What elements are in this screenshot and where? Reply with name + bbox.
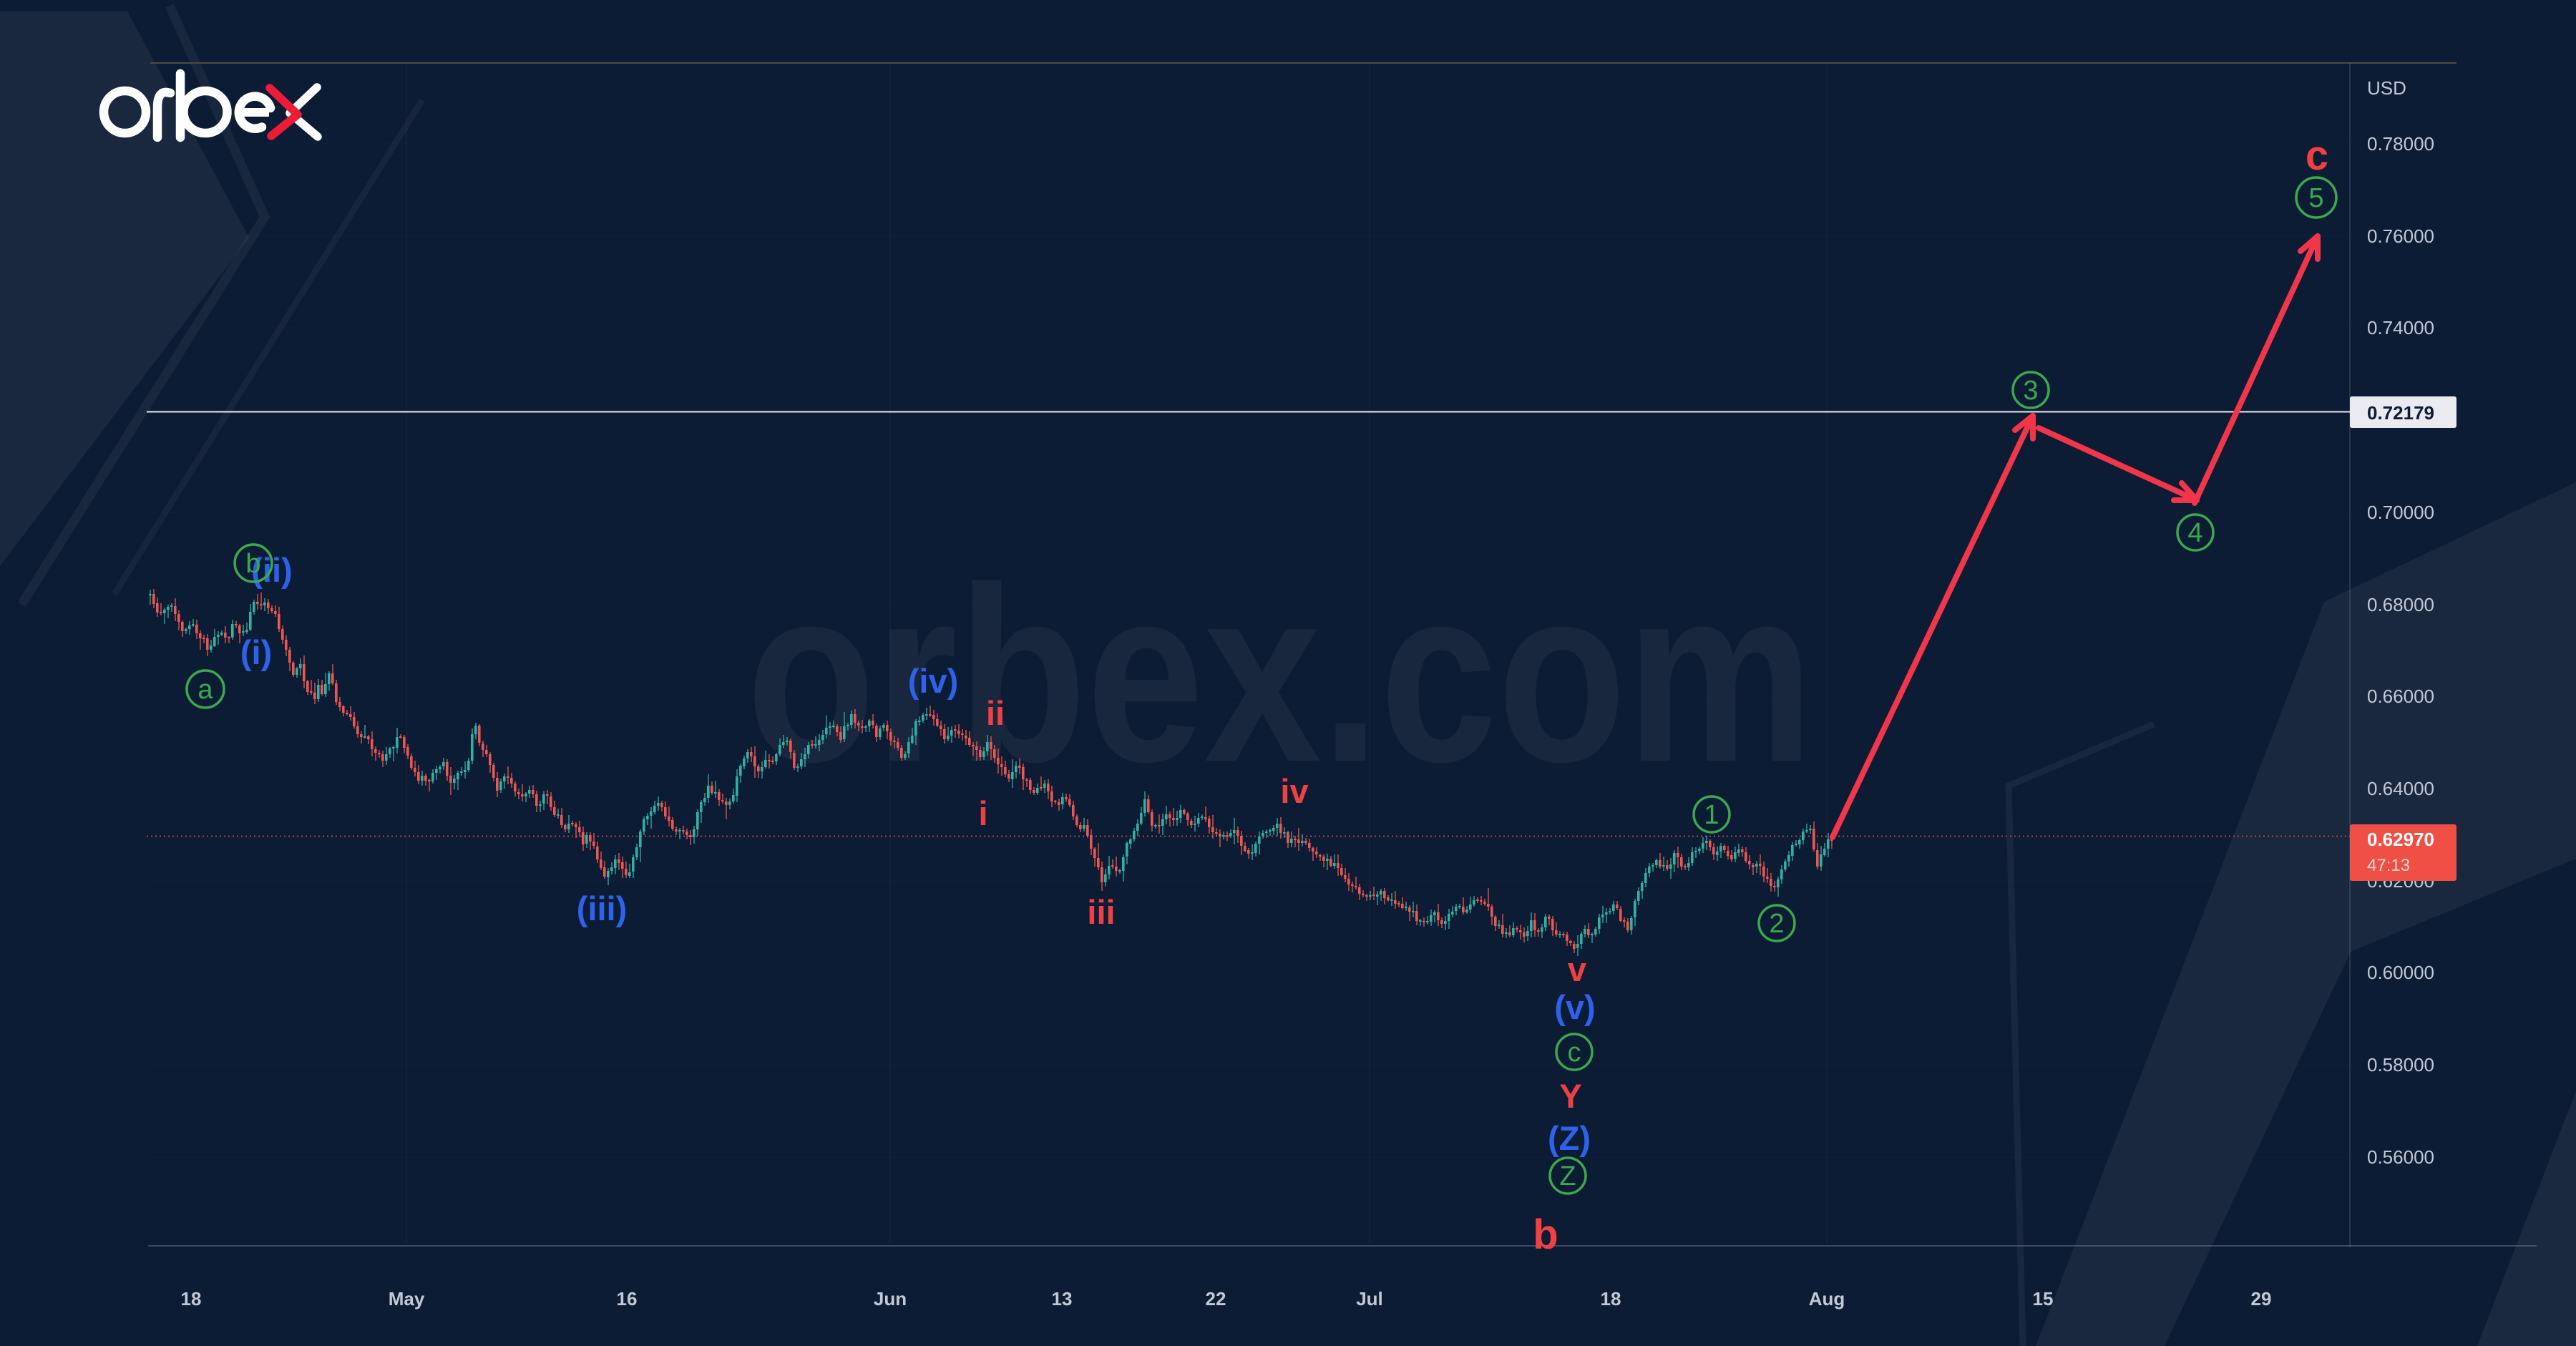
svg-text:c: c bbox=[1568, 1038, 1581, 1068]
svg-text:(iv): (iv) bbox=[908, 662, 959, 700]
svg-text:13: 13 bbox=[1052, 1288, 1073, 1310]
svg-text:iv: iv bbox=[1280, 772, 1308, 810]
svg-text:0.78000: 0.78000 bbox=[2367, 133, 2434, 155]
svg-text:i: i bbox=[978, 794, 987, 832]
svg-text:(iii): (iii) bbox=[577, 889, 627, 927]
svg-text:orbex.com: orbex.com bbox=[746, 536, 1814, 814]
svg-text:0.72179: 0.72179 bbox=[2367, 402, 2434, 424]
svg-text:0.76000: 0.76000 bbox=[2367, 225, 2434, 247]
svg-text:Y: Y bbox=[1559, 1077, 1581, 1115]
svg-text:c: c bbox=[2306, 132, 2328, 179]
svg-text:(i): (i) bbox=[240, 633, 272, 671]
svg-text:iii: iii bbox=[1087, 893, 1115, 931]
svg-text:0.56000: 0.56000 bbox=[2367, 1146, 2434, 1168]
svg-text:0.64000: 0.64000 bbox=[2367, 778, 2434, 799]
svg-text:29: 29 bbox=[2251, 1288, 2272, 1310]
svg-text:18: 18 bbox=[181, 1288, 202, 1310]
svg-text:Aug: Aug bbox=[1809, 1288, 1845, 1310]
svg-text:0.70000: 0.70000 bbox=[2367, 502, 2434, 523]
svg-text:b: b bbox=[1533, 1211, 1558, 1258]
svg-text:0.60000: 0.60000 bbox=[2367, 962, 2434, 983]
svg-text:0.58000: 0.58000 bbox=[2367, 1054, 2434, 1076]
svg-text:47:13: 47:13 bbox=[2367, 856, 2410, 875]
svg-text:4: 4 bbox=[2187, 518, 2202, 548]
svg-text:USD: USD bbox=[2367, 77, 2406, 99]
svg-text:Jun: Jun bbox=[874, 1288, 907, 1310]
svg-text:(Z): (Z) bbox=[1548, 1119, 1591, 1157]
svg-text:0.62970: 0.62970 bbox=[2367, 829, 2434, 850]
svg-text:15: 15 bbox=[2033, 1288, 2054, 1310]
svg-text:a: a bbox=[197, 675, 213, 705]
svg-text:1: 1 bbox=[1704, 800, 1719, 830]
svg-text:16: 16 bbox=[617, 1288, 638, 1310]
svg-text:3: 3 bbox=[2023, 376, 2038, 406]
svg-text:ii: ii bbox=[986, 694, 1005, 732]
svg-text:22: 22 bbox=[1206, 1288, 1226, 1310]
svg-text:5: 5 bbox=[2308, 183, 2323, 213]
svg-text:2: 2 bbox=[1769, 909, 1784, 939]
svg-text:18: 18 bbox=[1601, 1288, 1621, 1310]
svg-text:May: May bbox=[389, 1288, 425, 1310]
svg-text:0.74000: 0.74000 bbox=[2367, 317, 2434, 338]
svg-text:v: v bbox=[1568, 950, 1586, 988]
svg-text:Jul: Jul bbox=[1356, 1288, 1383, 1310]
svg-text:0.68000: 0.68000 bbox=[2367, 594, 2434, 615]
svg-text:b: b bbox=[245, 549, 260, 579]
svg-text:(v): (v) bbox=[1554, 988, 1595, 1026]
svg-text:Z: Z bbox=[1559, 1161, 1576, 1191]
svg-text:0.66000: 0.66000 bbox=[2367, 686, 2434, 707]
